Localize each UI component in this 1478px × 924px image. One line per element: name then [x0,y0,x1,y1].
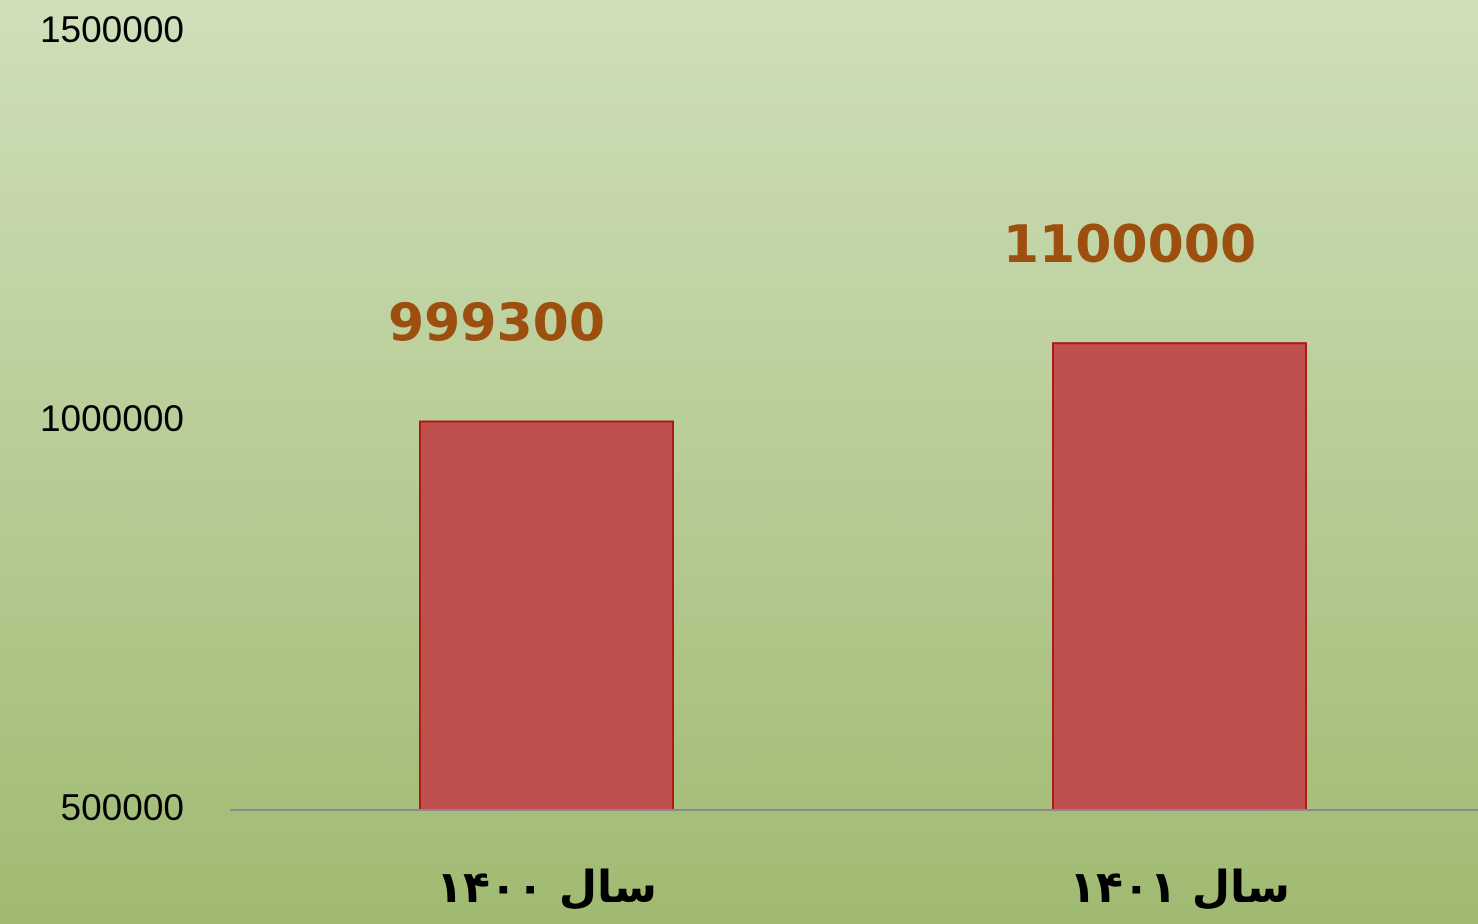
x-tick-label: سال ۱۴۰۰ [436,862,657,913]
y-tick-label: 1000000 [40,398,184,439]
data-label: 1100000 [1003,215,1256,275]
bar [1052,342,1307,811]
x-tick-label: سال ۱۴۰۱ [1069,862,1290,913]
data-label: 999300 [388,294,605,354]
y-tick-label: 1500000 [40,9,184,50]
y-tick-label: 500000 [61,787,184,828]
bar [419,420,674,811]
